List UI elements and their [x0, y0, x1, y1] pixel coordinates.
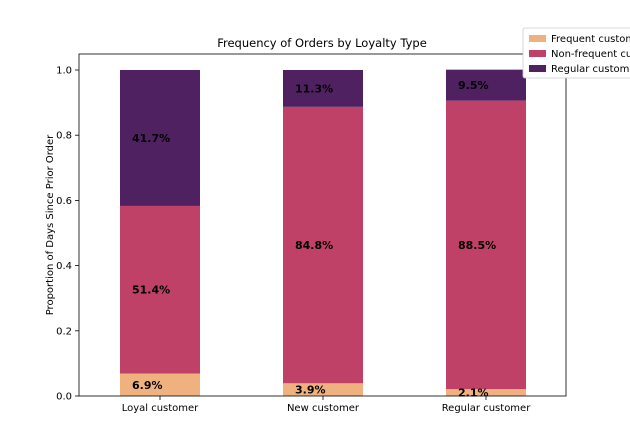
- data-label-regular-customer-non-frequent-customer: 88.5%: [458, 239, 496, 252]
- y-tick-label: 0.0: [56, 392, 72, 403]
- legend-box: [522, 27, 630, 79]
- legend-swatch-frequent-customer: [529, 35, 546, 42]
- chart-title: Frequency of Orders by Loyalty Type: [217, 36, 427, 50]
- bar-loyal-customer-regular-customer: [120, 70, 200, 206]
- bar-regular-customer-frequent-customer: [446, 389, 526, 396]
- bar-regular-customer-regular-customer: [446, 69, 526, 101]
- y-tick-label: 1.0: [56, 66, 72, 77]
- bar-loyal-customer-non-frequent-customer: [120, 205, 200, 374]
- x-tick-label-regular-customer: Regular customer: [442, 403, 532, 414]
- axes-layer: 0.0 0.2 0.4 0.6 0.8 1.0 Loyal customer New cust…: [56, 53, 567, 414]
- bar-new-customer-frequent-customer: [283, 383, 363, 396]
- data-label-new-customer-regular-customer: 11.3%: [295, 82, 333, 95]
- legend-swatch-regular-customer: [529, 65, 546, 72]
- bar-loyal-customer-frequent-customer: [120, 373, 200, 396]
- data-label-loyal-customer-non-frequent-customer: 51.4%: [132, 284, 170, 297]
- bar-new-customer-non-frequent-customer: [283, 106, 363, 384]
- y-axis-label: Proportion of Days Since Prior Order: [45, 134, 56, 315]
- y-tick-label: 0.8: [56, 131, 72, 142]
- data-label-new-customer-non-frequent-customer: 84.8%: [295, 239, 333, 252]
- bar-regular-customer-non-frequent-customer: [446, 100, 526, 390]
- data-label-loyal-customer-frequent-customer: 6.9%: [132, 379, 163, 392]
- legend-label-regular-customer: Regular customer: [551, 64, 630, 75]
- bars-layer: [120, 69, 526, 396]
- bar-new-customer-regular-customer: [283, 70, 363, 107]
- y-tick-label: 0.2: [56, 326, 72, 337]
- plot-frame: [78, 53, 567, 397]
- y-tick-label: 0.4: [56, 261, 72, 272]
- x-tick-label-loyal-customer: Loyal customer: [122, 403, 199, 414]
- y-tick-label: 0.6: [56, 196, 72, 207]
- x-tick-label-new-customer: New customer: [287, 403, 360, 414]
- legend-label-frequent-customer: Frequent custome: [551, 34, 630, 45]
- legend: Frequent custome Non-frequent cust Regular…: [522, 27, 630, 79]
- legend-swatch-non-frequent-customer: [529, 50, 546, 57]
- data-label-new-customer-frequent-customer: 3.9%: [295, 384, 326, 397]
- data-label-regular-customer-frequent-customer: 2.1%: [458, 387, 489, 400]
- legend-label-non-frequent-customer: Non-frequent cust: [551, 49, 630, 60]
- data-label-regular-customer-regular-customer: 9.5%: [458, 79, 489, 92]
- data-labels-layer: 6.9% 51.4% 41.7% 3.9% 84.8% 11.3% 2.1% 88.5% 9.5…: [132, 79, 496, 399]
- data-label-loyal-customer-regular-customer: 41.7%: [132, 132, 170, 145]
